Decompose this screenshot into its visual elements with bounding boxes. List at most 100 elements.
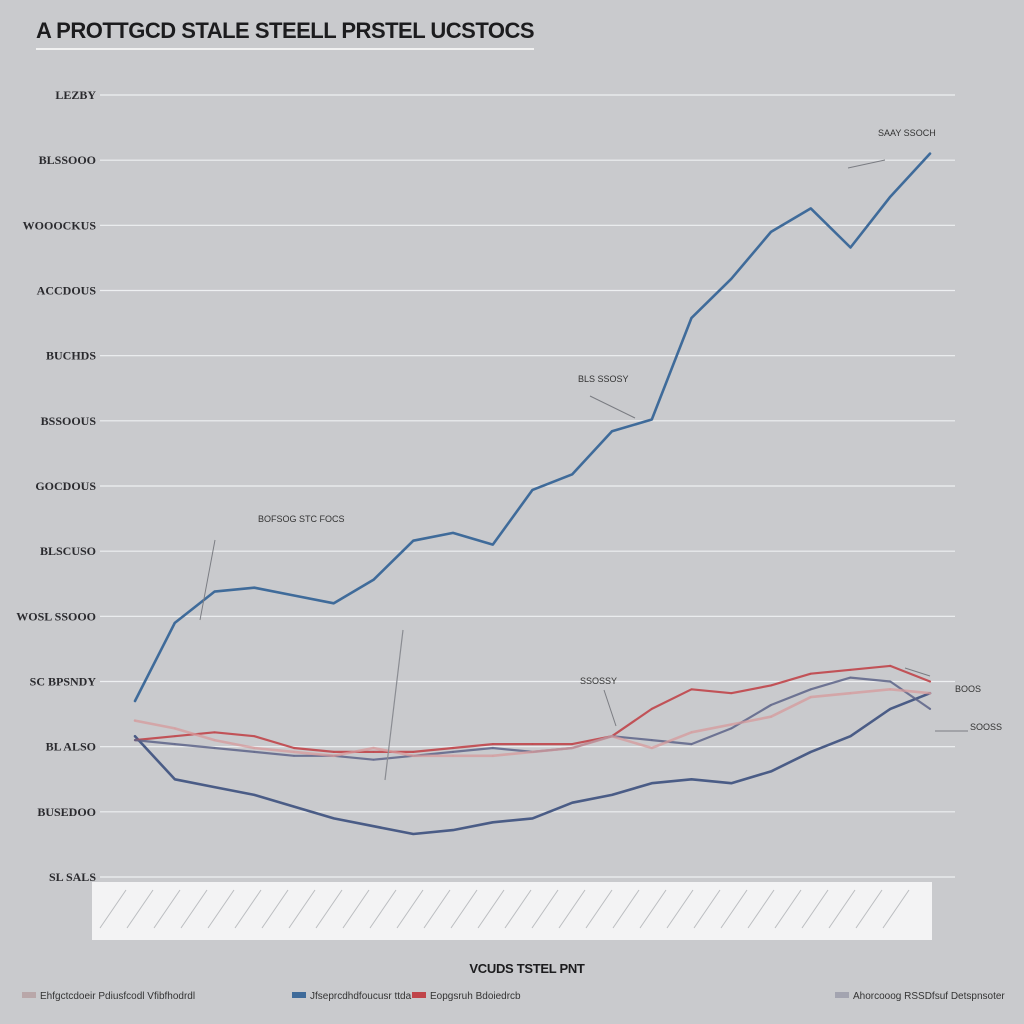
- x-tick-mark: [639, 889, 667, 929]
- annotation-label: BOOS: [955, 684, 981, 694]
- y-tick-label: LEZBY: [55, 88, 96, 102]
- data-point: [173, 743, 176, 745]
- data-point: [412, 754, 415, 757]
- data-point: [611, 430, 613, 433]
- y-tick-label: GOCDOUS: [35, 479, 96, 493]
- x-tick-mark: [450, 889, 478, 929]
- x-tick-mark: [396, 889, 424, 929]
- x-tick-mark: [828, 889, 856, 929]
- series-line: [133, 687, 932, 758]
- data-point: [730, 692, 733, 695]
- series-line: [133, 152, 932, 703]
- data-point: [690, 317, 693, 319]
- data-point: [889, 680, 892, 683]
- x-tick-mark: [855, 889, 883, 929]
- x-axis-label: VCUDS TSTEL PNT: [469, 961, 585, 976]
- x-tick-mark: [882, 889, 910, 929]
- data-point: [253, 751, 256, 753]
- legend-swatch: [292, 992, 306, 998]
- data-point: [889, 708, 892, 710]
- data-point: [253, 747, 256, 749]
- y-tick-label: BUCHDS: [46, 349, 96, 363]
- annotation-label: BLS SSOSY: [578, 374, 629, 384]
- data-point: [809, 688, 812, 691]
- x-tick-mark: [774, 889, 802, 929]
- annotation-leader: [847, 159, 886, 169]
- data-point: [134, 719, 136, 722]
- data-point: [491, 743, 494, 745]
- x-tick-mark: [585, 889, 613, 929]
- data-point: [849, 735, 852, 738]
- data-point: [293, 754, 295, 757]
- data-point: [571, 473, 574, 476]
- x-tick-mark: [504, 889, 532, 929]
- y-tick-label: SL SALS: [49, 870, 96, 884]
- data-point: [929, 708, 931, 710]
- legend: Ehfgctcdoeir Pdiusfcodl Vfibfhodrdl Jfsep…: [22, 991, 1005, 1002]
- x-tick-mark: [612, 889, 640, 929]
- x-tick-mark: [261, 889, 289, 929]
- data-point: [571, 747, 574, 749]
- x-axis-label-band: [92, 882, 932, 940]
- data-point: [690, 778, 693, 781]
- data-point: [253, 735, 256, 738]
- data-point: [332, 602, 335, 605]
- data-point: [849, 668, 852, 671]
- x-tick-mark: [153, 889, 181, 929]
- data-point: [889, 665, 892, 667]
- data-point: [332, 817, 335, 820]
- data-point: [730, 723, 733, 726]
- data-point: [571, 743, 574, 745]
- data-point: [730, 782, 733, 784]
- data-point: [849, 246, 852, 249]
- data-point: [452, 751, 454, 753]
- x-tick-mark: [234, 889, 262, 929]
- data-point: [213, 747, 216, 749]
- data-point: [690, 688, 693, 691]
- x-axis-band: [92, 882, 932, 940]
- y-tick-label: BLSCUSO: [40, 544, 96, 558]
- data-point: [491, 747, 494, 749]
- data-point: [213, 786, 216, 788]
- data-point: [650, 747, 653, 749]
- data-point: [134, 739, 136, 741]
- data-point: [809, 207, 812, 210]
- y-tick-label: ACCDOUS: [37, 284, 97, 298]
- annotation-leader: [904, 667, 931, 677]
- data-point: [372, 825, 375, 827]
- data-point: [452, 532, 454, 534]
- data-point: [412, 539, 415, 542]
- data-point: [809, 751, 812, 753]
- annotation-layer: SAAY SSOCH BLS SSOSY BOFSOG STC FOCS SSOSSY…: [199, 128, 1002, 781]
- data-point: [452, 747, 454, 749]
- legend-swatch: [412, 992, 426, 998]
- data-point: [531, 817, 534, 820]
- y-tick-label: SC BPSNDY: [30, 675, 97, 689]
- data-point: [929, 152, 931, 155]
- data-point: [372, 579, 375, 581]
- data-point: [650, 782, 653, 784]
- x-tick-mark: [369, 889, 397, 929]
- data-point: [452, 754, 454, 757]
- data-point: [332, 754, 335, 757]
- data-point: [253, 586, 256, 589]
- x-tick-mark: [99, 889, 127, 929]
- data-point: [770, 715, 772, 718]
- data-point: [491, 821, 494, 824]
- data-point: [730, 277, 733, 280]
- data-point: [372, 758, 375, 761]
- data-point: [452, 829, 454, 831]
- data-point: [213, 739, 216, 741]
- x-tick-mark: [423, 889, 451, 929]
- data-point: [770, 231, 772, 233]
- data-point: [889, 195, 892, 198]
- annotation-leader: [589, 395, 636, 419]
- data-point: [611, 794, 613, 796]
- series-line: [133, 664, 932, 754]
- legend-label: Ehfgctcdoeir Pdiusfcodl Vfibfhodrdl: [40, 991, 195, 1002]
- x-tick-mark: [720, 889, 748, 929]
- x-tick-mark: [693, 889, 721, 929]
- data-point: [173, 735, 176, 738]
- legend-label: Eopgsruh Bdoiedrcb: [430, 991, 521, 1002]
